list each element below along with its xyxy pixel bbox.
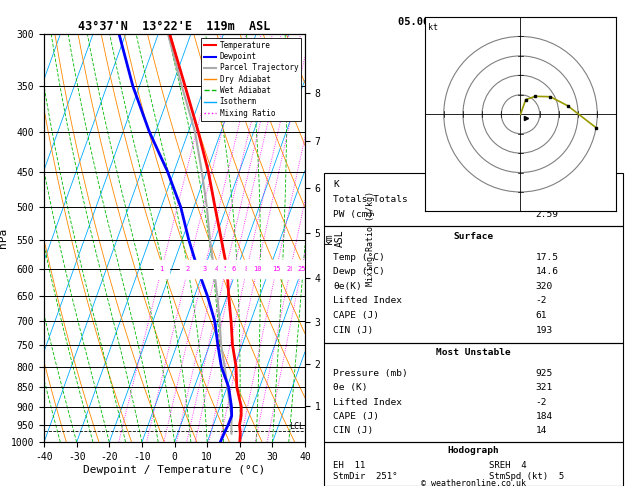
Text: CIN (J): CIN (J): [333, 426, 374, 435]
Text: SREH  4: SREH 4: [489, 461, 526, 470]
Text: 17.5: 17.5: [535, 253, 559, 262]
Text: StmSpd (kt)  5: StmSpd (kt) 5: [489, 472, 564, 481]
Text: -2: -2: [535, 296, 547, 306]
Text: 1: 1: [160, 266, 164, 272]
Text: kt: kt: [428, 23, 438, 32]
Bar: [324, 442, 623, 486]
Text: CAPE (J): CAPE (J): [333, 412, 379, 421]
Text: 25: 25: [298, 266, 306, 272]
Text: 20: 20: [286, 266, 295, 272]
Legend: Temperature, Dewpoint, Parcel Trajectory, Dry Adiabat, Wet Adiabat, Isotherm, Mi: Temperature, Dewpoint, Parcel Trajectory…: [201, 38, 301, 121]
Text: Dewp (°C): Dewp (°C): [333, 267, 385, 277]
Text: Surface: Surface: [454, 232, 493, 241]
Bar: [324, 226, 623, 343]
Text: Pressure (mb): Pressure (mb): [333, 369, 408, 379]
Text: 3: 3: [203, 266, 206, 272]
Text: 5: 5: [224, 266, 228, 272]
Text: Most Unstable: Most Unstable: [436, 348, 511, 358]
Text: 2.59: 2.59: [535, 210, 559, 219]
Text: 14: 14: [535, 426, 547, 435]
Y-axis label: km
ASL: km ASL: [323, 229, 345, 247]
Text: 4: 4: [214, 266, 218, 272]
Text: 925: 925: [535, 369, 553, 379]
Text: LCL: LCL: [289, 422, 304, 431]
Text: 32: 32: [535, 180, 547, 189]
Text: CAPE (J): CAPE (J): [333, 311, 379, 320]
Text: EH  11: EH 11: [333, 461, 365, 470]
Text: 10: 10: [253, 266, 262, 272]
Text: 53: 53: [535, 195, 547, 204]
Text: θe(K): θe(K): [333, 282, 362, 291]
Y-axis label: hPa: hPa: [0, 228, 8, 248]
Text: CIN (J): CIN (J): [333, 326, 374, 335]
Text: -2: -2: [535, 398, 547, 407]
Text: 8: 8: [245, 266, 249, 272]
Text: Temp (°C): Temp (°C): [333, 253, 385, 262]
Text: 15: 15: [272, 266, 281, 272]
X-axis label: Dewpoint / Temperature (°C): Dewpoint / Temperature (°C): [84, 465, 265, 475]
Text: PW (cm): PW (cm): [333, 210, 374, 219]
Text: 6: 6: [232, 266, 236, 272]
Text: 321: 321: [535, 383, 553, 393]
Text: Mixing Ratio (g/kg): Mixing Ratio (g/kg): [366, 191, 375, 286]
Text: 05.06.2024  00GMT  (Base: 06): 05.06.2024 00GMT (Base: 06): [398, 17, 579, 27]
Text: θe (K): θe (K): [333, 383, 368, 393]
Text: Lifted Index: Lifted Index: [333, 296, 402, 306]
Text: Hodograph: Hodograph: [447, 446, 499, 455]
Text: 320: 320: [535, 282, 553, 291]
Bar: [324, 173, 623, 226]
Text: © weatheronline.co.uk: © weatheronline.co.uk: [421, 479, 526, 486]
Text: Totals Totals: Totals Totals: [333, 195, 408, 204]
Title: 43°37'N  13°22'E  119m  ASL: 43°37'N 13°22'E 119m ASL: [79, 20, 270, 33]
Text: 2: 2: [186, 266, 190, 272]
Text: 184: 184: [535, 412, 553, 421]
Text: 193: 193: [535, 326, 553, 335]
Text: StmDir  251°: StmDir 251°: [333, 472, 398, 481]
Text: 14.6: 14.6: [535, 267, 559, 277]
Text: K: K: [333, 180, 339, 189]
Text: Lifted Index: Lifted Index: [333, 398, 402, 407]
Bar: [324, 343, 623, 442]
Text: 61: 61: [535, 311, 547, 320]
